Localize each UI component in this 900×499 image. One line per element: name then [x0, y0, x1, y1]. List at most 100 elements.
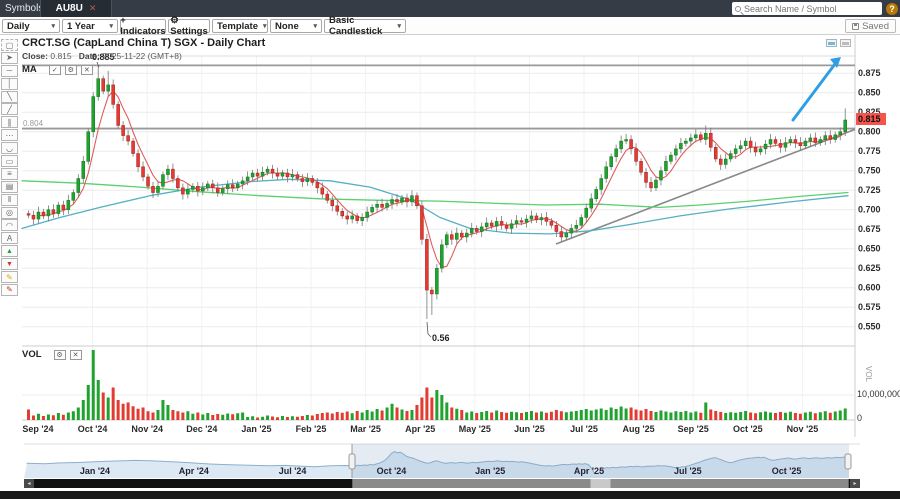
svg-text:Feb '25: Feb '25	[296, 424, 327, 434]
chevron-down-icon: ▾	[313, 23, 317, 30]
bottom-strip	[0, 491, 900, 499]
highlighter-tool-icon[interactable]: ✎	[1, 271, 18, 284]
svg-text:0.650: 0.650	[858, 244, 881, 254]
ma-close-icon[interactable]: ✕	[80, 64, 93, 75]
text-tool-icon[interactable]: A	[1, 232, 18, 245]
vol-gear-icon[interactable]: ⚙	[53, 349, 66, 360]
arrow-down-tool-icon[interactable]: ▼	[1, 258, 18, 271]
svg-text:0.750: 0.750	[858, 166, 881, 176]
navigator-selected-range[interactable]	[352, 444, 849, 478]
chart-toolbar: Daily ▾ 1 Year ▾ + Indicators ⚙ Settings T…	[0, 15, 900, 37]
svg-text:Nov '25: Nov '25	[787, 424, 819, 434]
close-date-readout: Close: 0.815 Date: 2025-11-22 (GMT+8)	[22, 51, 182, 61]
navigator-right-handle[interactable]	[844, 453, 852, 470]
svg-text:Sep '25: Sep '25	[678, 424, 709, 434]
cursor-tool-icon[interactable]: ➤	[1, 51, 18, 64]
navigator-scrollbar[interactable]: ◂ ▸	[24, 479, 860, 488]
svg-text:0.775: 0.775	[858, 146, 881, 156]
chart-type-dropdown[interactable]: Basic Candlestick ▾	[324, 15, 406, 37]
search-input[interactable]	[744, 3, 869, 14]
svg-text:0.875: 0.875	[858, 68, 881, 78]
scroll-left-button[interactable]: ◂	[24, 479, 34, 488]
vertical-line-tool-icon[interactable]: │	[1, 77, 18, 90]
svg-text:0.600: 0.600	[858, 283, 881, 293]
last-price-tag: 0.815	[856, 113, 886, 125]
svg-text:Sep '24: Sep '24	[22, 424, 53, 434]
trend-line-tool-icon[interactable]: ╲	[1, 90, 18, 103]
svg-text:Jan '25: Jan '25	[475, 466, 505, 476]
fib-timezone-tool-icon[interactable]: ‖	[1, 193, 18, 206]
scrollbar-thumb[interactable]	[352, 479, 849, 488]
ma-label: MA	[22, 64, 37, 75]
overlay-dropdown[interactable]: None ▾	[270, 19, 322, 33]
ma-gear-icon[interactable]: ⚙	[64, 64, 77, 75]
mini-chart-icon[interactable]	[826, 39, 837, 47]
saved-button[interactable]: Saved	[845, 19, 896, 33]
drawn-arrow[interactable]	[791, 58, 840, 122]
horizontal-line-tool-icon[interactable]: ─	[1, 64, 18, 77]
brush-tool-icon[interactable]: ✎	[1, 283, 18, 296]
arrow-up-tool-icon[interactable]: ▲	[1, 245, 18, 258]
svg-text:Jul '25: Jul '25	[674, 466, 702, 476]
settings-button[interactable]: ⚙ Settings	[168, 15, 210, 37]
indicators-button[interactable]: + Indicators	[120, 15, 166, 37]
gann-arc-tool-icon[interactable]: ◠	[1, 219, 18, 232]
ray-line-tool-icon[interactable]: ╱	[1, 103, 18, 116]
parallel-channel-tool-icon[interactable]: ∥	[1, 116, 18, 129]
dotted-line-tool-icon[interactable]: ⋯	[1, 129, 18, 142]
svg-text:Jul '25: Jul '25	[570, 424, 598, 434]
svg-text:Apr '24: Apr '24	[179, 466, 209, 476]
circle-tool-icon[interactable]: ◎	[1, 206, 18, 219]
candles-layer	[26, 65, 847, 319]
svg-text:May '25: May '25	[459, 424, 491, 434]
svg-text:Jan '25: Jan '25	[241, 424, 271, 434]
vol-indicator-row: VOL ⚙ ✕	[22, 349, 82, 360]
volume-layer	[27, 350, 847, 420]
close-tab-icon[interactable]: ✕	[88, 3, 97, 13]
template-dropdown[interactable]: Template ▾	[212, 19, 268, 33]
ma-enable-icon[interactable]: ✓	[48, 64, 61, 75]
drawing-toolbar: ▢ ➤ ─ │ ╲ ╱ ∥ ⋯ ◡ ▭ ≡ ▤ ‖ ◎ ◠ A ▲ ▼ ✎ ✎	[1, 39, 20, 297]
svg-text:Jul '24: Jul '24	[279, 466, 307, 476]
navigator-layer[interactable]: Jan '24 Apr '24 Jul '24 Oct '24 Jan '25 Apr '…	[24, 443, 860, 478]
svg-text:Oct '25: Oct '25	[772, 466, 802, 476]
svg-text:0.56: 0.56	[432, 333, 450, 343]
svg-text:Apr '25: Apr '25	[574, 466, 604, 476]
svg-text:Dec '24: Dec '24	[186, 424, 217, 434]
fib-retracement-tool-icon[interactable]: ≡	[1, 167, 18, 180]
grid-layer	[22, 35, 856, 437]
vol-close-icon[interactable]: ✕	[69, 349, 82, 360]
volume-tick-10m: 10,000,000	[857, 389, 900, 399]
range-dropdown[interactable]: 1 Year ▾	[62, 19, 118, 33]
scroll-right-button[interactable]: ▸	[850, 479, 860, 488]
vol-label: VOL	[22, 349, 42, 360]
hline-price-label: 0.804	[23, 119, 44, 128]
pane-mini-icons	[826, 39, 851, 47]
chevron-down-icon: ▾	[109, 23, 113, 30]
svg-text:Oct '25: Oct '25	[733, 424, 763, 434]
navigator-left-handle[interactable]	[348, 453, 356, 470]
svg-text:0.575: 0.575	[858, 302, 881, 312]
fib-fan-tool-icon[interactable]: ▤	[1, 180, 18, 193]
rectangle-tool-icon[interactable]: ▭	[1, 155, 18, 168]
svg-text:Nov '24: Nov '24	[131, 424, 163, 434]
period-dropdown[interactable]: Daily ▾	[2, 19, 60, 33]
search-icon	[735, 5, 741, 12]
svg-text:0.550: 0.550	[858, 322, 881, 332]
svg-text:0.800: 0.800	[858, 127, 881, 137]
print-icon[interactable]	[840, 39, 851, 47]
help-icon[interactable]: ?	[886, 3, 898, 15]
symbol-search[interactable]	[732, 2, 882, 15]
chevron-down-icon: ▾	[397, 23, 401, 30]
symbols-label: Symbols:	[5, 3, 47, 14]
chevron-down-icon: ▾	[263, 23, 267, 30]
svg-text:0.725: 0.725	[858, 185, 881, 195]
svg-text:Aug '25: Aug '25	[623, 424, 655, 434]
svg-text:0.850: 0.850	[858, 88, 881, 98]
save-icon	[852, 22, 860, 30]
arc-tool-icon[interactable]: ◡	[1, 142, 18, 155]
symbol-tab-au8u[interactable]: AU8U ✕	[40, 0, 112, 17]
fullscreen-tool-icon[interactable]: ▢	[1, 39, 18, 51]
